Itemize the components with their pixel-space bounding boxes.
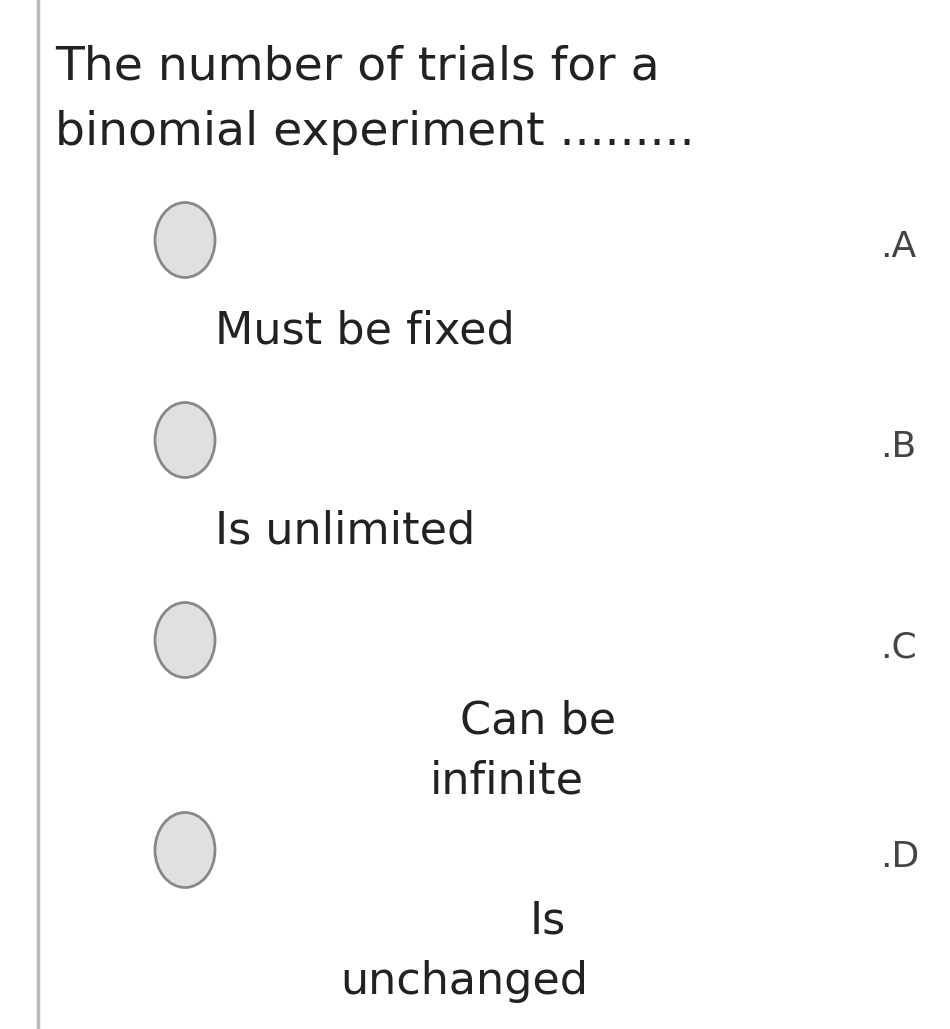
Text: .D: .D xyxy=(880,840,920,874)
Ellipse shape xyxy=(155,203,215,278)
Text: unchanged: unchanged xyxy=(340,960,588,1003)
Text: infinite: infinite xyxy=(430,760,584,803)
Text: .A: .A xyxy=(880,230,916,264)
Text: .B: .B xyxy=(880,430,916,464)
Text: Is: Is xyxy=(530,900,566,943)
Text: .C: .C xyxy=(880,630,917,664)
Text: The number of trials for a: The number of trials for a xyxy=(55,45,659,90)
Text: Is unlimited: Is unlimited xyxy=(215,510,475,553)
Ellipse shape xyxy=(155,402,215,477)
Ellipse shape xyxy=(155,603,215,677)
Ellipse shape xyxy=(155,813,215,887)
Text: binomial experiment .........: binomial experiment ......... xyxy=(55,110,694,155)
Text: Can be: Can be xyxy=(460,700,617,743)
Text: Must be fixed: Must be fixed xyxy=(215,310,515,353)
